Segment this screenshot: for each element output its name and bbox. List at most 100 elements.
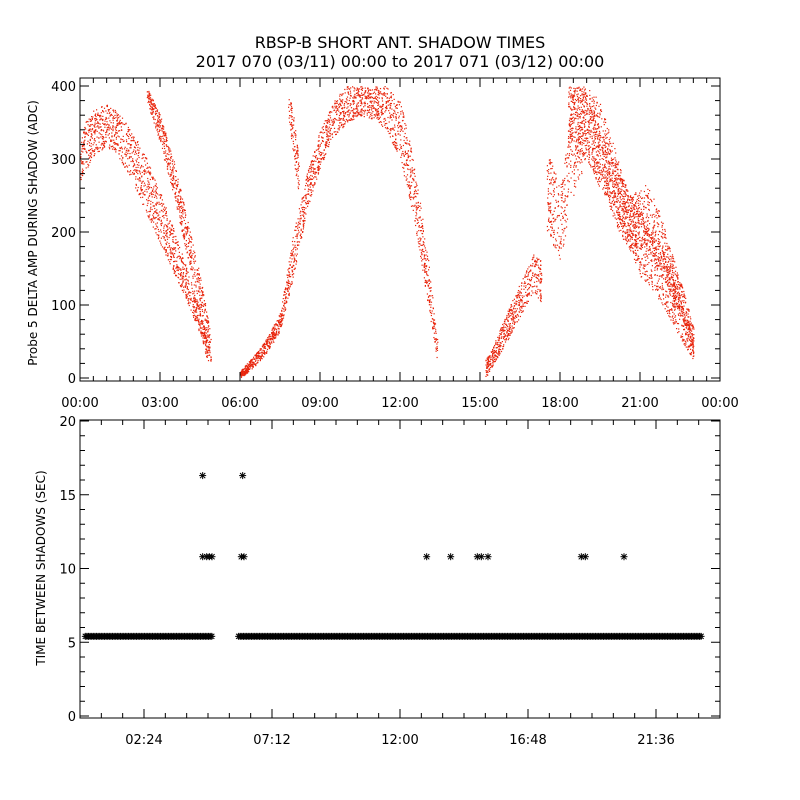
top-data-point <box>592 142 595 144</box>
top-data-point <box>382 104 384 106</box>
top-data-point <box>379 121 381 123</box>
top-data-point <box>382 108 384 110</box>
top-data-point <box>328 120 330 123</box>
top-data-point <box>550 168 552 170</box>
top-data-point <box>184 236 186 238</box>
top-data-point <box>310 182 312 184</box>
top-data-point <box>631 200 633 202</box>
top-data-point <box>347 110 349 112</box>
top-data-point <box>691 339 693 341</box>
top-data-point <box>158 113 160 115</box>
top-data-point <box>196 300 198 302</box>
top-data-point <box>557 215 559 217</box>
top-data-point <box>129 135 132 137</box>
top-data-point <box>388 99 391 101</box>
top-data-point <box>85 150 87 152</box>
top-data-point <box>657 256 659 258</box>
top-data-point <box>498 337 500 339</box>
top-data-point <box>506 316 508 318</box>
top-data-point <box>110 113 112 115</box>
top-data-point <box>321 131 323 133</box>
top-data-point <box>112 117 114 119</box>
top-data-point <box>199 313 201 315</box>
top-data-point <box>182 291 184 293</box>
top-data-point <box>85 167 87 169</box>
top-data-point <box>155 204 157 206</box>
top-data-point <box>499 351 501 353</box>
top-data-point <box>521 299 523 301</box>
top-data-point <box>297 178 299 180</box>
top-data-point <box>202 335 204 337</box>
top-data-point <box>357 114 359 116</box>
top-data-point <box>488 365 490 367</box>
top-data-point <box>179 268 181 270</box>
top-data-point <box>620 199 622 201</box>
top-data-point <box>538 280 540 282</box>
top-data-point <box>88 125 90 127</box>
top-data-point <box>288 280 290 282</box>
top-data-point <box>399 134 401 136</box>
top-data-point <box>104 120 106 122</box>
top-data-point <box>163 229 165 232</box>
top-data-point <box>513 298 515 300</box>
top-data-point <box>371 105 373 107</box>
top-data-point <box>96 136 98 138</box>
top-data-point <box>240 372 243 374</box>
top-data-point <box>333 131 335 133</box>
top-data-point <box>334 117 336 120</box>
top-data-point <box>139 173 141 175</box>
top-data-point <box>119 158 121 160</box>
top-data-point <box>410 174 412 176</box>
top-data-point <box>149 101 151 103</box>
top-data-point <box>424 258 426 260</box>
top-data-point <box>534 264 536 266</box>
top-data-point <box>574 155 577 157</box>
top-data-point <box>286 289 288 291</box>
top-data-point <box>371 115 373 117</box>
top-data-point <box>164 133 167 135</box>
top-data-point <box>417 202 419 204</box>
top-data-point <box>288 294 290 297</box>
top-data-point <box>510 331 512 333</box>
top-data-point <box>157 125 159 127</box>
top-data-point <box>174 193 176 195</box>
top-data-point <box>309 184 311 186</box>
top-data-point <box>415 209 418 211</box>
top-data-point <box>517 291 519 294</box>
top-data-point <box>359 111 361 113</box>
top-data-point <box>203 325 205 327</box>
top-data-point <box>498 340 500 342</box>
top-data-point <box>376 86 378 88</box>
top-data-point <box>509 333 511 335</box>
top-data-point <box>82 148 84 150</box>
top-data-point <box>208 349 210 351</box>
top-data-point <box>200 330 202 332</box>
top-data-point <box>595 151 597 153</box>
top-data-point <box>645 243 647 245</box>
top-data-point <box>497 356 499 358</box>
top-data-point <box>179 215 181 217</box>
top-data-point <box>126 148 128 150</box>
top-data-point <box>433 313 435 315</box>
top-data-point <box>525 302 528 304</box>
top-data-point <box>392 141 394 143</box>
top-data-point <box>138 151 140 153</box>
top-data-point <box>618 175 620 177</box>
top-data-point <box>194 275 196 277</box>
top-data-point <box>192 306 194 308</box>
top-data-point <box>152 189 154 191</box>
top-data-point <box>306 200 309 202</box>
top-data-point <box>163 159 166 161</box>
top-data-point <box>534 292 536 294</box>
top-data-point <box>208 335 210 337</box>
top-data-point <box>193 260 195 262</box>
top-data-point <box>431 318 433 320</box>
top-data-point <box>97 114 99 116</box>
top-data-point <box>266 344 268 346</box>
top-data-point <box>178 255 180 257</box>
top-data-point <box>410 150 412 152</box>
top-data-point <box>295 222 297 224</box>
top-data-point <box>307 176 309 179</box>
top-data-point <box>378 117 380 119</box>
top-data-point <box>82 169 84 172</box>
